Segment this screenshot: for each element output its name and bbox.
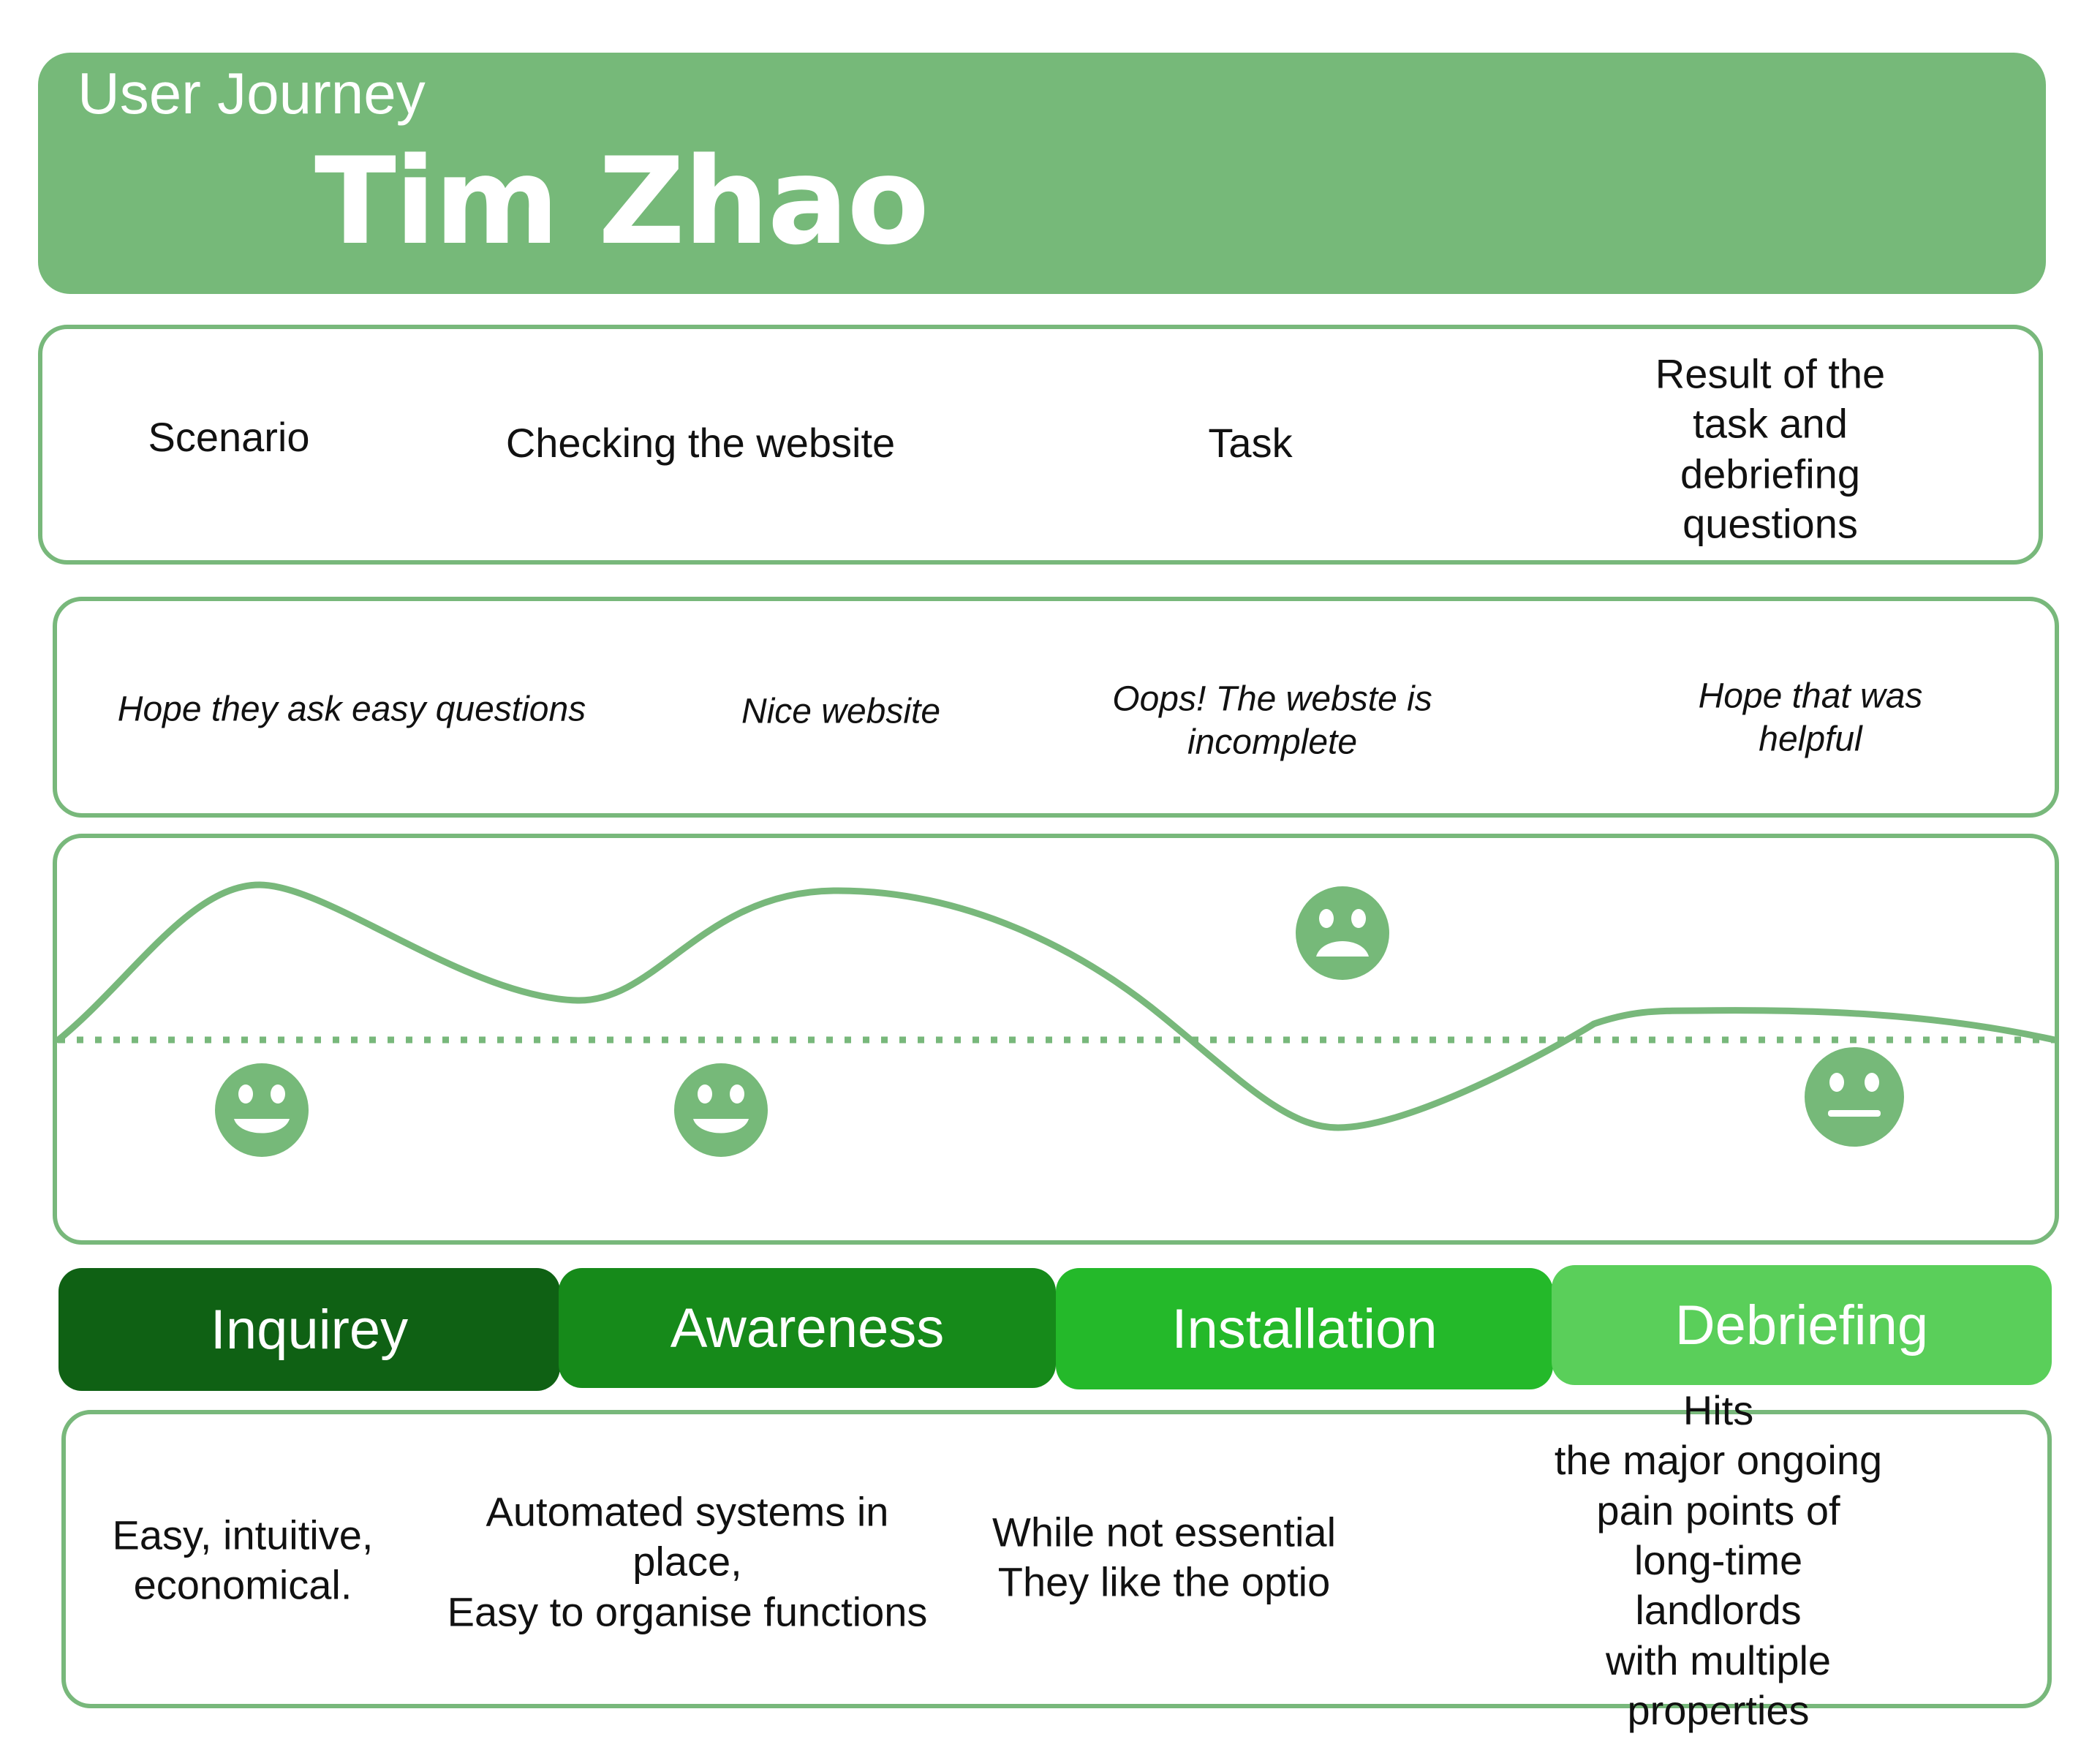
step-scenario: Scenario bbox=[148, 413, 310, 460]
note-inquirey: Easy, intuitive, economical. bbox=[112, 1512, 374, 1608]
stage-inquirey: Inquirey bbox=[58, 1268, 560, 1391]
happy-face-icon bbox=[215, 1063, 309, 1157]
thought-3: Oops! The webste is incomplete bbox=[1112, 679, 1432, 761]
stage-label: Awareness bbox=[670, 1297, 945, 1359]
header-subtitle: User Journey bbox=[78, 61, 426, 126]
steps-panel: Scenario Checking the website Task Resul… bbox=[38, 325, 2043, 565]
persona-name: Tim Zhao bbox=[314, 132, 929, 271]
thought-1: Hope they ask easy questions bbox=[117, 690, 586, 729]
stage-installation: Installation bbox=[1056, 1268, 1553, 1389]
stage-awareness: Awareness bbox=[559, 1268, 1056, 1388]
thoughts-panel: Hope they ask easy questions Nice websit… bbox=[53, 597, 2059, 818]
stage-label: Debriefing bbox=[1674, 1294, 1929, 1357]
thought-2: Nice website bbox=[741, 692, 941, 731]
step-result: Result of the task and debriefing questi… bbox=[1655, 350, 1886, 547]
note-installation: While not essential They like the optio bbox=[992, 1509, 1337, 1605]
stage-debriefing: Debriefing bbox=[1552, 1265, 2052, 1385]
happy-face-icon bbox=[674, 1063, 768, 1157]
note-debriefing: Hits the major ongoing pain points of lo… bbox=[1554, 1387, 1883, 1733]
step-task: Task bbox=[1208, 419, 1293, 466]
emotion-curve bbox=[55, 881, 2058, 1131]
step-checking-website: Checking the website bbox=[505, 419, 896, 466]
stage-label: Inquirey bbox=[210, 1298, 409, 1361]
header-banner: User Journey Tim Zhao bbox=[38, 53, 2046, 294]
neutral-face-icon bbox=[1805, 1047, 1904, 1147]
sad-face-icon bbox=[1296, 886, 1389, 980]
notes-panel: Easy, intuitive, economical. Automated s… bbox=[61, 1387, 2052, 1733]
thought-4: Hope that was helpful bbox=[1698, 676, 1923, 758]
note-awareness: Automated systems in place, Easy to orga… bbox=[447, 1488, 928, 1635]
stage-label: Installation bbox=[1171, 1297, 1438, 1360]
